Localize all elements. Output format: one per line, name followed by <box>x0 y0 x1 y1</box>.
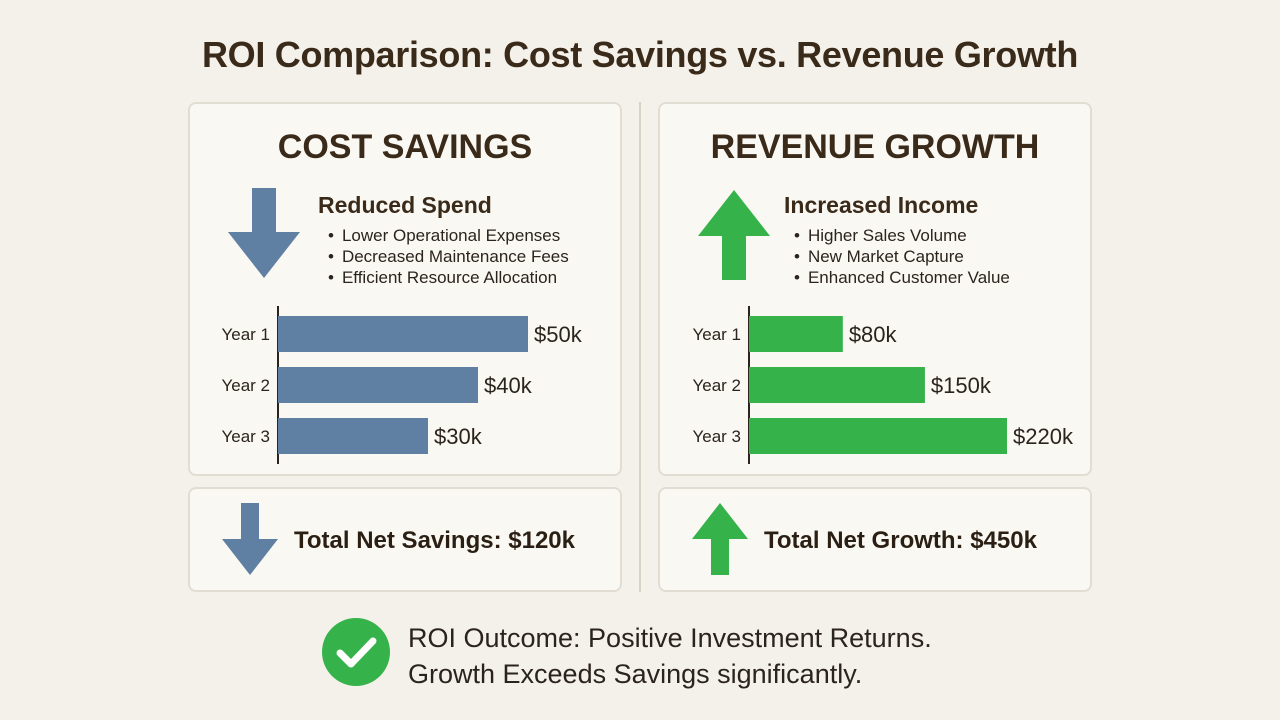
arrow-down-icon <box>228 188 300 278</box>
page-title: ROI Comparison: Cost Savings vs. Revenue… <box>201 34 1079 75</box>
roi-outcome: ROI Outcome: Positive Investment Returns… <box>408 620 932 692</box>
growth-total-card: Total Net Growth: $450k <box>658 487 1092 592</box>
growth-heading: REVENUE GROWTH <box>710 128 1040 166</box>
bar-1 <box>278 316 528 352</box>
savings-panel: COST SAVINGS Reduced Spend Lower Operati… <box>188 102 622 476</box>
savings-heading: COST SAVINGS <box>277 128 533 166</box>
savings-bar-chart: Year 1 $50k Year 2 $40k Year 3 $30k <box>221 306 583 464</box>
outcome-line-2: Growth Exceeds Savings significantly. <box>408 659 863 689</box>
savings-bullets: Lower Operational Expenses Decreased Mai… <box>328 225 569 288</box>
value-label: $30k <box>434 424 483 449</box>
list-item: Lower Operational Expenses <box>328 225 569 246</box>
list-item: New Market Capture <box>794 246 1010 267</box>
arrow-up-icon <box>692 503 748 575</box>
list-item: Decreased Maintenance Fees <box>328 246 569 267</box>
center-divider <box>639 102 641 592</box>
growth-bullets: Higher Sales Volume New Market Capture E… <box>794 225 1010 288</box>
growth-panel: REVENUE GROWTH Increased Income Higher S… <box>658 102 1092 476</box>
category-label: Year 1 <box>221 325 270 344</box>
category-label: Year 3 <box>221 427 270 446</box>
category-label: Year 3 <box>692 427 741 446</box>
savings-subtitle: Reduced Spend <box>318 192 492 218</box>
bar-3 <box>278 418 428 454</box>
bar-2 <box>278 367 478 403</box>
list-item: Enhanced Customer Value <box>794 267 1010 288</box>
category-label: Year 1 <box>692 325 741 344</box>
bar-1 <box>749 316 843 352</box>
category-label: Year 2 <box>221 376 270 395</box>
list-item: Higher Sales Volume <box>794 225 1010 246</box>
list-item: Efficient Resource Allocation <box>328 267 569 288</box>
value-label: $50k <box>534 322 583 347</box>
value-label: $220k <box>1013 424 1074 449</box>
arrow-down-icon <box>222 503 278 575</box>
growth-subtitle: Increased Income <box>784 192 979 218</box>
growth-total: Total Net Growth: $450k <box>764 527 1037 554</box>
bar-3 <box>749 418 1007 454</box>
value-label: $80k <box>849 322 898 347</box>
checkmark-circle-icon <box>322 618 390 686</box>
savings-total-card: Total Net Savings: $120k <box>188 487 622 592</box>
bar-2 <box>749 367 925 403</box>
outcome-line-1: ROI Outcome: Positive Investment Returns… <box>408 623 932 653</box>
value-label: $40k <box>484 373 533 398</box>
growth-bar-chart: Year 1 $80k Year 2 $150k Year 3 $220k <box>692 306 1074 464</box>
savings-total: Total Net Savings: $120k <box>294 527 575 554</box>
category-label: Year 2 <box>692 376 741 395</box>
value-label: $150k <box>931 373 992 398</box>
arrow-up-icon <box>698 190 770 280</box>
